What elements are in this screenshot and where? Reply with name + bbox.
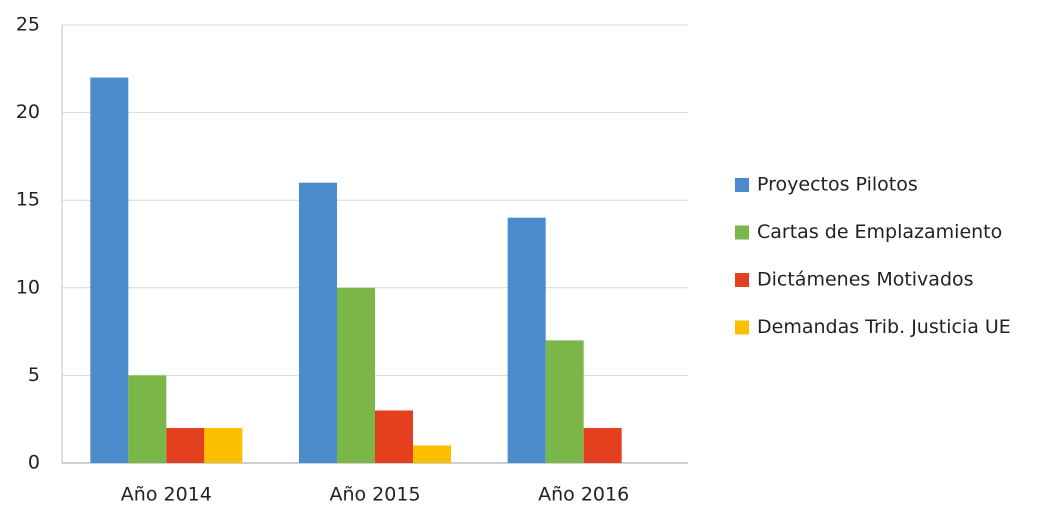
bar xyxy=(545,340,584,463)
bar xyxy=(583,427,622,463)
legend-swatch xyxy=(735,178,749,192)
bar xyxy=(128,375,167,463)
legend-label: Dictámenes Motivados xyxy=(757,269,974,291)
y-tick-label: 25 xyxy=(16,14,40,36)
bar xyxy=(90,77,129,463)
y-tick-label: 0 xyxy=(28,452,40,474)
legend-swatch xyxy=(735,320,749,335)
x-tick-label: Año 2014 xyxy=(121,484,212,506)
legend-swatch xyxy=(735,273,749,287)
bar xyxy=(204,427,243,463)
bar xyxy=(507,217,546,463)
legend-swatch xyxy=(735,225,749,240)
bar xyxy=(413,445,451,463)
y-tick-label: 5 xyxy=(28,364,40,386)
bar xyxy=(337,287,375,463)
y-tick-label: 10 xyxy=(16,276,40,298)
x-tick-label: Año 2015 xyxy=(329,484,420,506)
legend-label: Demandas Trib. Justicia UE xyxy=(757,316,1011,338)
y-tick-label: 20 xyxy=(16,101,40,123)
bar xyxy=(299,182,337,463)
bar xyxy=(166,427,205,463)
y-tick-label: 15 xyxy=(16,189,40,211)
legend-label: Cartas de Emplazamiento xyxy=(757,221,1002,243)
x-tick-label: Año 2016 xyxy=(538,484,629,506)
legend-label: Proyectos Pilotos xyxy=(757,174,918,196)
bar xyxy=(375,410,413,463)
